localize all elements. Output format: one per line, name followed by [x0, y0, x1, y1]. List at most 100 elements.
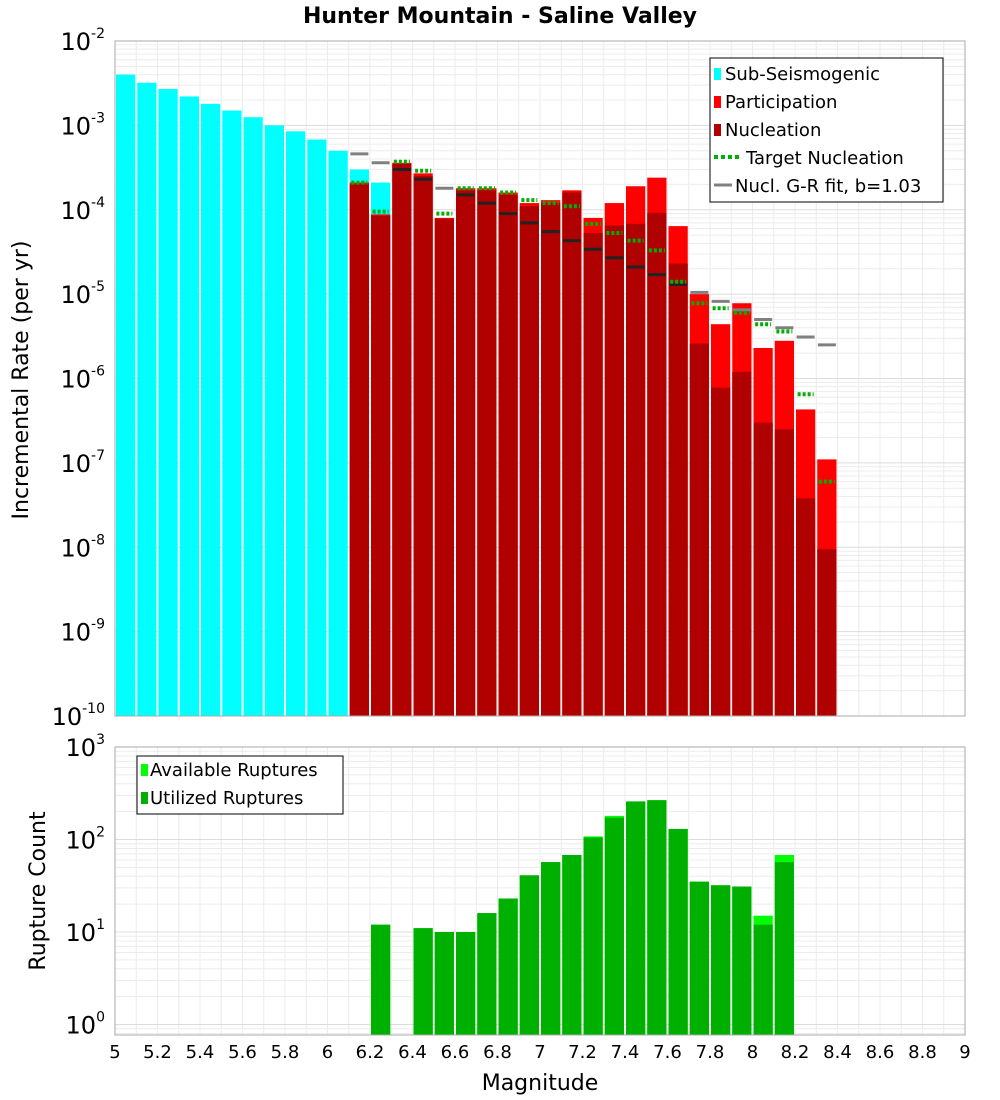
top-y-tick-label: 10-7: [60, 448, 105, 478]
bar-nucleation: [668, 263, 688, 716]
top-y-tick-label: 10-6: [60, 364, 105, 394]
bar-utilized-ruptures: [498, 898, 518, 1035]
bar-sub-seismogenic: [137, 82, 157, 716]
bar-nucleation: [583, 233, 603, 716]
legend-label-participation: Participation: [725, 92, 837, 113]
bar-utilized-ruptures: [456, 932, 476, 1035]
x-tick-label: 9: [959, 1042, 970, 1063]
bar-utilized-ruptures: [541, 862, 561, 1035]
bar-utilized-ruptures: [413, 928, 433, 1035]
x-tick-label: 6: [322, 1042, 333, 1063]
x-tick-label: 5.6: [228, 1042, 257, 1063]
bar-nucleation: [732, 371, 752, 716]
legend-swatch-available: [141, 764, 148, 776]
top-y-tick-labels: 10-10 10-9 10-8 10-7 10-6 10-5 10-4 10-3 10-2: [52, 26, 106, 731]
bar-nucleation: [392, 163, 412, 717]
bar-utilized-ruptures: [668, 828, 688, 1035]
bar-sub-seismogenic: [307, 139, 327, 716]
top-y-tick-label: 10-4: [60, 195, 105, 225]
top-y-tick-label: 10-3: [60, 110, 105, 140]
bar-utilized-ruptures: [371, 924, 391, 1035]
bottom-plot-frame: [114, 746, 966, 1036]
top-y-tick-label: 10-9: [60, 617, 105, 647]
bottom-y-tick-label: 100: [66, 1010, 105, 1040]
x-tick-label: 8.8: [908, 1042, 937, 1063]
bar-nucleation: [753, 422, 773, 716]
top-y-tick-label: 10-2: [60, 26, 105, 56]
x-tick-label: 6.2: [356, 1042, 385, 1063]
top-y-tick-label: 10-5: [60, 279, 105, 309]
x-tick-label: 7: [534, 1042, 545, 1063]
bar-nucleation: [434, 218, 454, 716]
x-tick-label: 8.6: [866, 1042, 895, 1063]
x-tick-label: 5.2: [143, 1042, 172, 1063]
bar-sub-seismogenic: [158, 88, 178, 716]
bar-nucleation: [498, 194, 518, 716]
legend-label-gr-fit: Nucl. G-R fit, b=1.03: [735, 176, 921, 197]
top-y-tick-label: 10-8: [60, 532, 105, 562]
bar-utilized-ruptures: [753, 924, 773, 1035]
bar-utilized-ruptures: [604, 817, 624, 1035]
bar-nucleation: [817, 549, 837, 716]
bar-nucleation: [626, 223, 646, 716]
legend-label-available: Available Ruptures: [150, 760, 318, 781]
bar-utilized-ruptures: [774, 862, 794, 1035]
bar-sub-seismogenic: [201, 103, 221, 717]
bar-utilized-ruptures: [626, 801, 646, 1035]
x-tick-label: 8: [747, 1042, 758, 1063]
legend-swatch-utilized: [141, 792, 148, 804]
bar-nucleation: [541, 203, 561, 716]
x-tick-label: 7.6: [653, 1042, 682, 1063]
legend-label-nucleation: Nucleation: [725, 120, 821, 141]
x-tick-label: 5.8: [271, 1042, 300, 1063]
chart-title: Hunter Mountain - Saline Valley: [303, 4, 697, 29]
x-tick-labels: 5 5.2 5.4 5.6 5.8 6 6.2 6.4 6.6 6.8 7 7.2 7.4 7.6 7.8 8…: [109, 1042, 970, 1063]
bar-utilized-ruptures: [583, 837, 603, 1035]
bar-sub-seismogenic: [264, 125, 284, 716]
x-tick-label: 8.2: [781, 1042, 810, 1063]
bar-utilized-ruptures: [689, 881, 709, 1035]
bar-utilized-ruptures: [477, 913, 497, 1035]
x-tick-label: 7.8: [696, 1042, 725, 1063]
bottom-legend: Available Ruptures Utilized Ruptures: [136, 755, 344, 815]
bar-utilized-ruptures: [732, 886, 752, 1035]
bar-nucleation: [456, 190, 476, 716]
x-tick-label: 6.8: [483, 1042, 512, 1063]
x-tick-label: 6.6: [441, 1042, 470, 1063]
bar-utilized-ruptures: [519, 875, 539, 1035]
bar-nucleation: [413, 176, 433, 716]
x-axis-label: Magnitude: [482, 1071, 599, 1096]
legend-label-target-nucleation: Target Nucleation: [745, 148, 904, 169]
top-plot-bars: [116, 74, 837, 717]
bottom-y-tick-label: 101: [66, 917, 105, 947]
x-tick-label: 7.2: [568, 1042, 597, 1063]
bar-nucleation: [349, 184, 369, 717]
bar-nucleation: [774, 429, 794, 716]
top-legend: Sub-Seismogenic Participation Nucleation…: [709, 57, 944, 203]
bar-sub-seismogenic: [116, 74, 136, 717]
legend-label-sub-seismogenic: Sub-Seismogenic: [725, 64, 880, 85]
x-tick-label: 6.4: [398, 1042, 427, 1063]
bar-nucleation: [796, 498, 816, 716]
top-y-tick-label: 10-10: [52, 701, 105, 731]
bottom-y-tick-label: 103: [66, 732, 105, 762]
bar-utilized-ruptures: [647, 800, 667, 1035]
bar-sub-seismogenic: [328, 150, 348, 716]
top-plot-markers: [350, 152, 836, 484]
x-tick-label: 7.4: [611, 1042, 640, 1063]
bar-nucleation: [647, 212, 667, 716]
bar-sub-seismogenic: [286, 131, 306, 717]
bar-nucleation: [371, 215, 391, 717]
bar-nucleation: [604, 225, 624, 716]
bar-utilized-ruptures: [562, 854, 582, 1035]
bar-nucleation: [477, 190, 497, 716]
bar-utilized-ruptures: [434, 932, 454, 1035]
bottom-y-tick-labels: 100 101 102 103: [66, 732, 105, 1040]
x-tick-label: 5.4: [186, 1042, 215, 1063]
x-tick-label: 8.4: [823, 1042, 852, 1063]
bar-nucleation: [562, 192, 582, 717]
bottom-y-axis-label: Rupture Count: [26, 811, 51, 971]
legend-swatch-participation: [714, 96, 721, 108]
legend-label-utilized: Utilized Ruptures: [150, 788, 303, 809]
